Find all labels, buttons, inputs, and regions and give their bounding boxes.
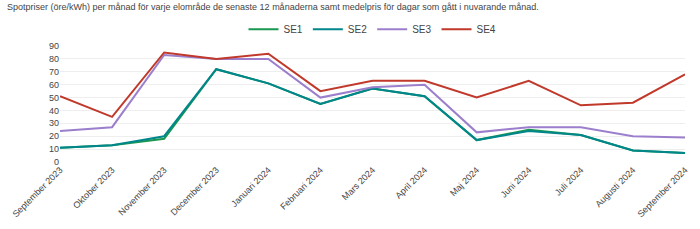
svg-text:December 2023: December 2023: [168, 165, 220, 217]
svg-text:SE4: SE4: [477, 24, 496, 35]
svg-text:50: 50: [49, 93, 59, 103]
svg-text:November 2023: November 2023: [116, 165, 168, 217]
svg-text:September 2024: September 2024: [635, 165, 689, 219]
svg-text:September 2023: September 2023: [10, 165, 64, 219]
svg-text:Maj 2024: Maj 2024: [448, 165, 481, 198]
svg-text:Juni 2024: Juni 2024: [499, 165, 534, 200]
svg-text:Juli 2024: Juli 2024: [553, 165, 586, 198]
svg-text:40: 40: [49, 106, 59, 116]
svg-text:Oktober 2023: Oktober 2023: [71, 165, 117, 211]
svg-text:80: 80: [49, 54, 59, 64]
svg-text:Spotpriser (öre/kWh) per månad: Spotpriser (öre/kWh) per månad för varje…: [7, 2, 539, 12]
svg-text:SE3: SE3: [412, 24, 431, 35]
svg-text:SE1: SE1: [284, 24, 303, 35]
svg-text:SE2: SE2: [348, 24, 367, 35]
svg-text:0: 0: [54, 157, 59, 167]
svg-text:20: 20: [49, 131, 59, 141]
svg-text:60: 60: [49, 80, 59, 90]
svg-text:70: 70: [49, 67, 59, 77]
svg-text:10: 10: [49, 144, 59, 154]
svg-text:Augusti 2024: Augusti 2024: [593, 165, 637, 209]
svg-text:Mars 2024: Mars 2024: [340, 165, 377, 202]
svg-text:April 2024: April 2024: [393, 165, 429, 201]
svg-text:Januari 2024: Januari 2024: [229, 165, 273, 209]
svg-text:30: 30: [49, 118, 59, 128]
svg-text:Februari 2024: Februari 2024: [278, 165, 325, 212]
svg-text:90: 90: [49, 41, 59, 51]
